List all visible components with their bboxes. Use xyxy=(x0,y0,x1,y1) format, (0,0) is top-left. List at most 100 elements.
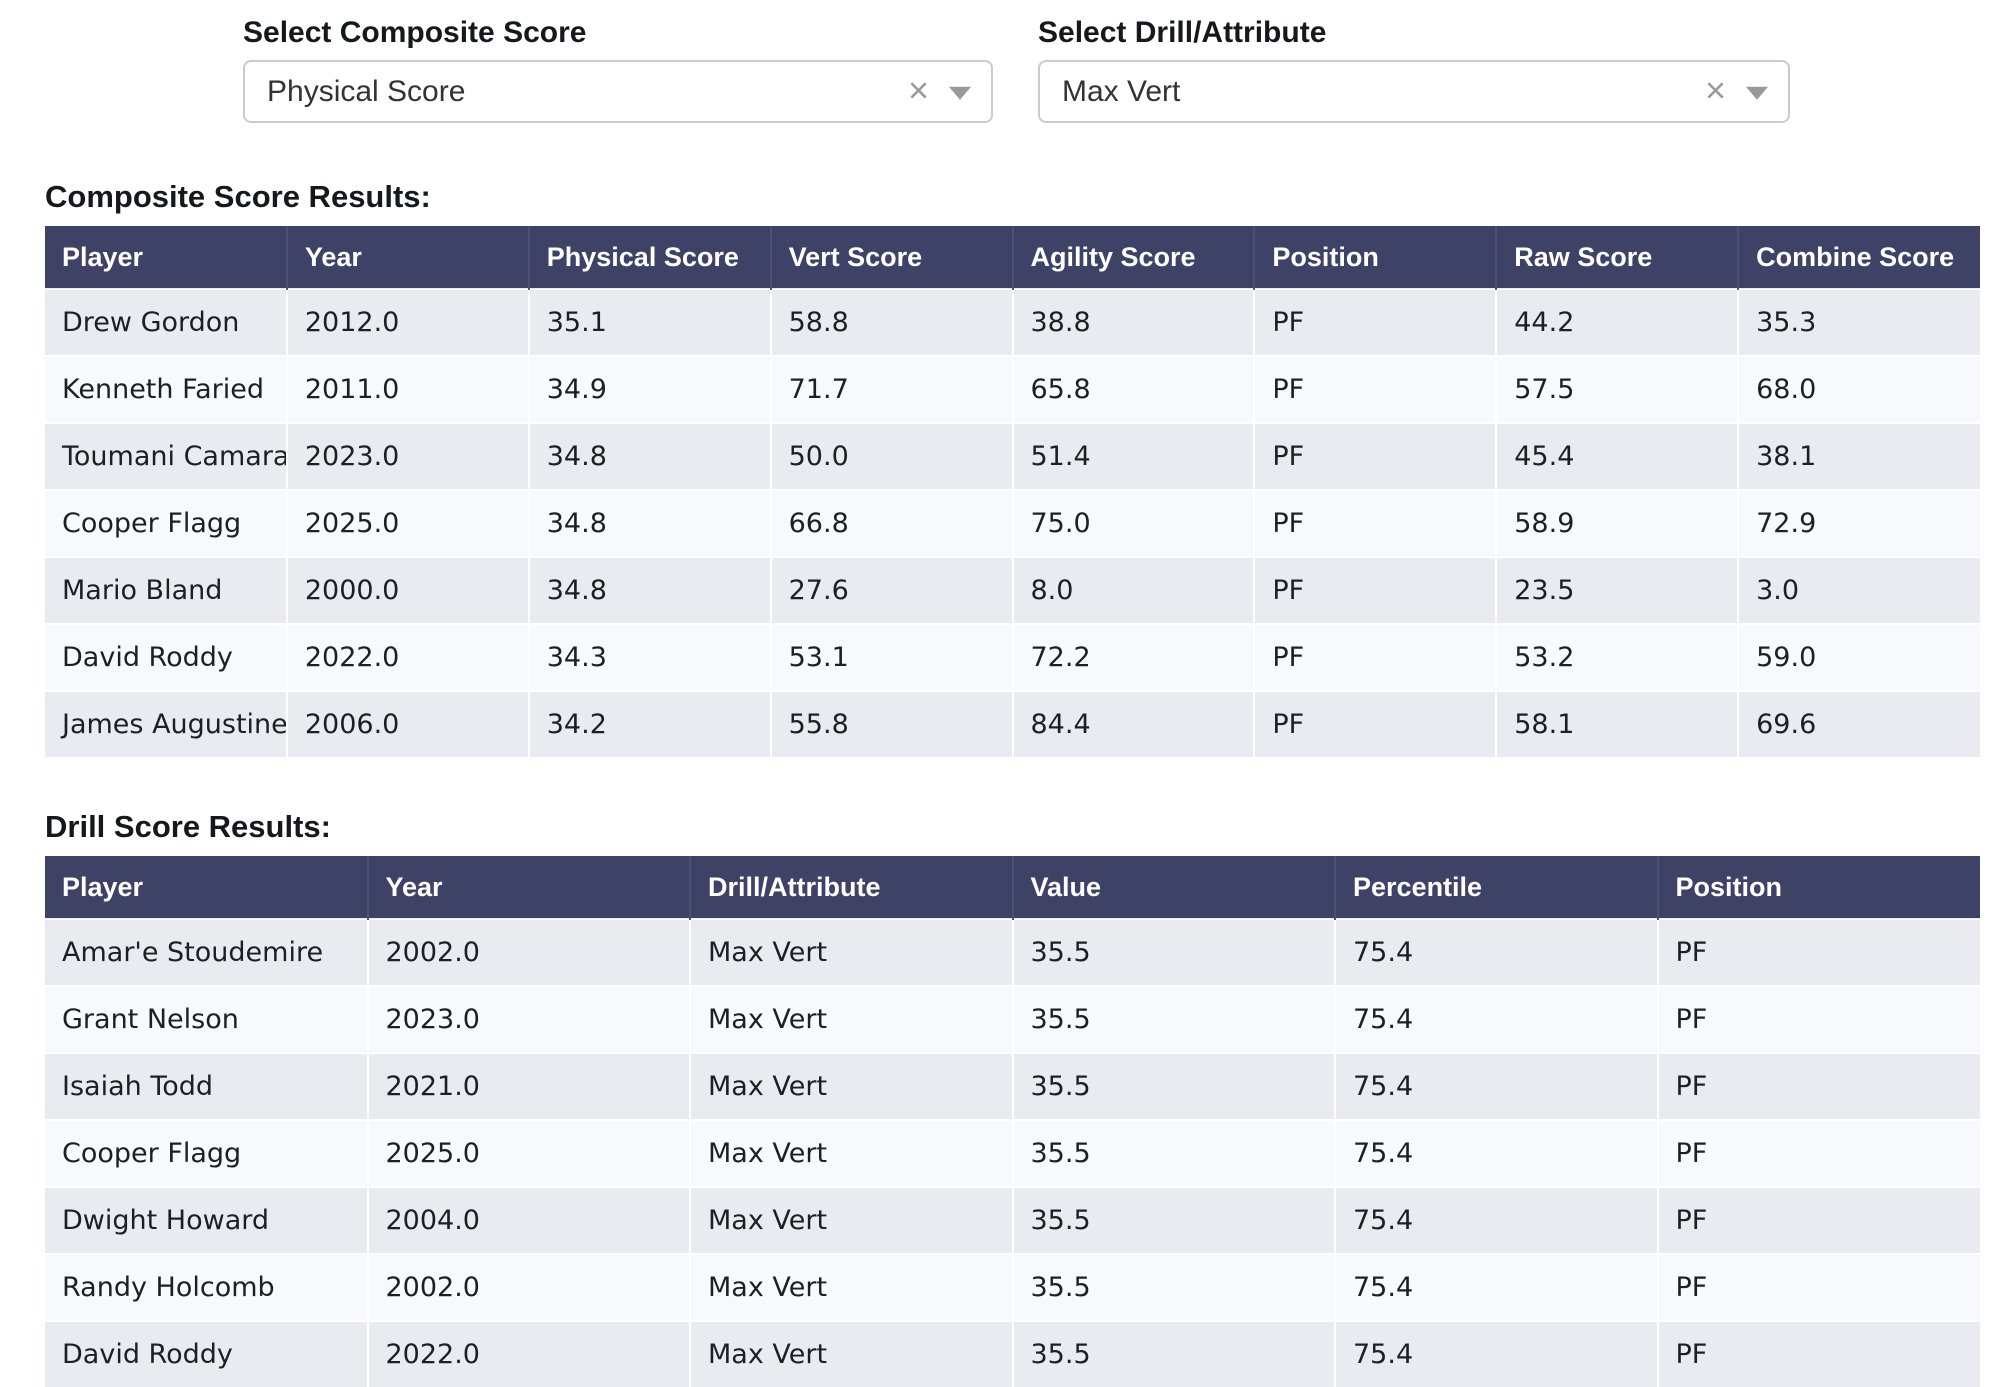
table-row: Drew Gordon 2012.0 35.1 58.8 38.8 PF 44.2 35.3 xyxy=(45,288,1980,356)
table-cell: 3.0 xyxy=(1738,556,1980,624)
table-row: Randy Holcomb 2002.0 Max Vert 35.5 75.4 PF xyxy=(45,1253,1980,1321)
table-cell: PF xyxy=(1254,556,1498,624)
table-cell: PF xyxy=(1657,1253,1980,1321)
table-cell: 27.6 xyxy=(770,556,1014,624)
drill-table-header: Player Year Drill/Attribute Value Percentile… xyxy=(45,856,1980,919)
table-row: Cooper Flagg 2025.0 Max Vert 35.5 75.4 PF xyxy=(45,1119,1980,1187)
drill-attribute-dropdown[interactable]: Max Vert × xyxy=(1038,60,1790,123)
drill-attribute-selected-value: Max Vert xyxy=(1062,74,1181,108)
table-cell: 35.5 xyxy=(1012,1320,1336,1387)
table-cell: 75.4 xyxy=(1335,1253,1659,1321)
table-cell: 35.5 xyxy=(1012,1253,1336,1321)
composite-score-control: Select Composite Score Physical Score × xyxy=(243,14,993,123)
chevron-down-icon[interactable] xyxy=(949,86,971,100)
column-header-year: Year xyxy=(286,226,530,289)
table-cell: 38.1 xyxy=(1738,422,1980,490)
table-row: James Augustine 2006.0 34.2 55.8 84.4 PF 58.1 6… xyxy=(45,690,1980,757)
table-cell: 50.0 xyxy=(770,422,1014,490)
table-cell: PF xyxy=(1254,623,1498,691)
table-cell: PF xyxy=(1254,355,1498,423)
column-header-raw-score: Raw Score xyxy=(1496,226,1740,289)
table-cell: 2022.0 xyxy=(367,1320,691,1387)
table-cell: Toumani Camara xyxy=(45,422,288,490)
table-cell: 53.1 xyxy=(770,623,1014,691)
column-header-player: Player xyxy=(45,856,369,919)
clear-icon[interactable]: × xyxy=(907,69,929,111)
table-cell: 2025.0 xyxy=(286,489,530,557)
table-cell: 72.9 xyxy=(1738,489,1980,557)
table-cell: 53.2 xyxy=(1496,623,1740,691)
table-cell: 58.9 xyxy=(1496,489,1740,557)
table-cell: Grant Nelson xyxy=(45,985,369,1053)
table-cell: PF xyxy=(1254,288,1498,356)
table-cell: James Augustine xyxy=(45,690,288,757)
table-row: Dwight Howard 2004.0 Max Vert 35.5 75.4 PF xyxy=(45,1186,1980,1254)
table-cell: Mario Bland xyxy=(45,556,288,624)
composite-table-header: Player Year Physical Score Vert Score Agilit… xyxy=(45,226,1980,289)
table-cell: Max Vert xyxy=(690,918,1014,986)
table-cell: Amar'e Stoudemire xyxy=(45,918,369,986)
table-cell: 2002.0 xyxy=(367,918,691,986)
table-cell: David Roddy xyxy=(45,1320,369,1387)
clear-icon[interactable]: × xyxy=(1704,69,1726,111)
table-cell: 2025.0 xyxy=(367,1119,691,1187)
table-cell: 34.8 xyxy=(528,489,772,557)
table-cell: Isaiah Todd xyxy=(45,1052,369,1120)
composite-results-title: Composite Score Results: xyxy=(45,179,431,214)
table-cell: 75.4 xyxy=(1335,985,1659,1053)
table-cell: 35.5 xyxy=(1012,985,1336,1053)
table-cell: 2011.0 xyxy=(286,355,530,423)
table-cell: PF xyxy=(1657,985,1980,1053)
table-cell: 65.8 xyxy=(1012,355,1256,423)
table-row: Amar'e Stoudemire 2002.0 Max Vert 35.5 75.4 P… xyxy=(45,918,1980,986)
table-cell: 71.7 xyxy=(770,355,1014,423)
column-header-player: Player xyxy=(45,226,288,289)
composite-score-table: Player Year Physical Score Vert Score Agilit… xyxy=(45,226,1980,757)
composite-score-label: Select Composite Score xyxy=(243,16,587,49)
table-row: Toumani Camara 2023.0 34.8 50.0 51.4 PF 45.4 38… xyxy=(45,422,1980,490)
table-cell: Drew Gordon xyxy=(45,288,288,356)
table-cell: 45.4 xyxy=(1496,422,1740,490)
table-cell: 34.8 xyxy=(528,556,772,624)
table-row: Grant Nelson 2023.0 Max Vert 35.5 75.4 PF xyxy=(45,985,1980,1053)
drill-results-title: Drill Score Results: xyxy=(45,809,331,844)
column-header-value: Value xyxy=(1012,856,1336,919)
table-cell: David Roddy xyxy=(45,623,288,691)
table-cell: PF xyxy=(1254,489,1498,557)
table-cell: 35.5 xyxy=(1012,1052,1336,1120)
drill-attribute-control: Select Drill/Attribute Max Vert × xyxy=(1038,14,1790,123)
table-cell: 75.4 xyxy=(1335,1186,1659,1254)
column-header-position: Position xyxy=(1657,856,1980,919)
table-cell: 35.5 xyxy=(1012,1186,1336,1254)
table-header-row: Player Year Physical Score Vert Score Agilit… xyxy=(45,226,1980,289)
column-header-year: Year xyxy=(367,856,691,919)
table-cell: 75.4 xyxy=(1335,1052,1659,1120)
table-cell: Max Vert xyxy=(690,1186,1014,1254)
table-cell: PF xyxy=(1254,422,1498,490)
table-cell: PF xyxy=(1657,1119,1980,1187)
table-cell: Max Vert xyxy=(690,1253,1014,1321)
table-cell: Kenneth Faried xyxy=(45,355,288,423)
table-cell: 2004.0 xyxy=(367,1186,691,1254)
drill-table-body: Amar'e Stoudemire 2002.0 Max Vert 35.5 75.4 P… xyxy=(45,918,1980,1387)
table-cell: 2022.0 xyxy=(286,623,530,691)
table-cell: 35.5 xyxy=(1012,918,1336,986)
table-cell: PF xyxy=(1657,1320,1980,1387)
table-cell: 55.8 xyxy=(770,690,1014,757)
table-cell: 58.1 xyxy=(1496,690,1740,757)
table-cell: 35.3 xyxy=(1738,288,1980,356)
composite-score-selected-value: Physical Score xyxy=(267,74,466,108)
composite-table-body: Drew Gordon 2012.0 35.1 58.8 38.8 PF 44.2 35.3 K… xyxy=(45,288,1980,757)
table-cell: 51.4 xyxy=(1012,422,1256,490)
table-cell: 23.5 xyxy=(1496,556,1740,624)
table-row: David Roddy 2022.0 Max Vert 35.5 75.4 PF xyxy=(45,1320,1980,1387)
composite-score-dropdown[interactable]: Physical Score × xyxy=(243,60,993,123)
chevron-down-icon[interactable] xyxy=(1746,86,1768,100)
drill-score-table: Player Year Drill/Attribute Value Percentile… xyxy=(45,856,1980,1387)
table-cell: 35.5 xyxy=(1012,1119,1336,1187)
table-row: Kenneth Faried 2011.0 34.9 71.7 65.8 PF 57.5 68… xyxy=(45,355,1980,423)
table-cell: 2006.0 xyxy=(286,690,530,757)
column-header-combine-score: Combine Score xyxy=(1738,226,1980,289)
table-cell: 34.3 xyxy=(528,623,772,691)
